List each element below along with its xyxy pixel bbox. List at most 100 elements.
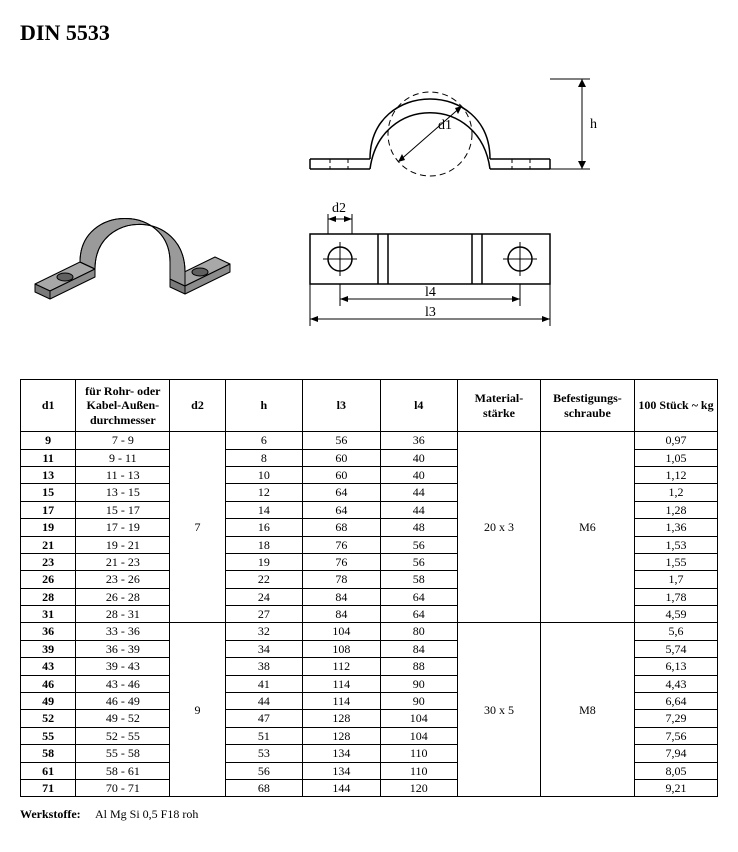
cell-h: 14	[225, 501, 302, 518]
cell-l3: 76	[303, 553, 380, 570]
spec-table: d1 für Rohr- oder Kabel-Außen-durchmesse…	[20, 379, 718, 797]
th-d1: d1	[21, 380, 76, 432]
cell-h: 19	[225, 553, 302, 570]
cell-kg: 6,64	[634, 693, 717, 710]
dim-h-label: h	[590, 117, 597, 132]
cell-rohr: 9 - 11	[76, 449, 170, 466]
th-l3: l3	[303, 380, 380, 432]
cell-rohr: 23 - 26	[76, 571, 170, 588]
cell-rohr: 13 - 15	[76, 484, 170, 501]
cell-kg: 1,78	[634, 588, 717, 605]
cell-rohr: 17 - 19	[76, 519, 170, 536]
cell-d2: 9	[170, 623, 225, 797]
cell-d1: 15	[21, 484, 76, 501]
cell-rohr: 43 - 46	[76, 675, 170, 692]
cell-kg: 1,28	[634, 501, 717, 518]
cell-d2: 7	[170, 432, 225, 623]
cell-rohr: 19 - 21	[76, 536, 170, 553]
cell-l3: 114	[303, 693, 380, 710]
cell-rohr: 70 - 71	[76, 779, 170, 796]
cell-l3: 78	[303, 571, 380, 588]
cell-l3: 134	[303, 762, 380, 779]
cell-d1: 21	[21, 536, 76, 553]
cell-l4: 44	[380, 484, 457, 501]
cell-l4: 58	[380, 571, 457, 588]
cell-l3: 114	[303, 675, 380, 692]
cell-kg: 1,55	[634, 553, 717, 570]
cell-kg: 8,05	[634, 762, 717, 779]
cell-rohr: 52 - 55	[76, 727, 170, 744]
th-rohr: für Rohr- oder Kabel-Außen-durchmesser	[76, 380, 170, 432]
cell-h: 68	[225, 779, 302, 796]
cell-rohr: 26 - 28	[76, 588, 170, 605]
cell-h: 8	[225, 449, 302, 466]
cell-kg: 9,21	[634, 779, 717, 796]
cell-l4: 56	[380, 553, 457, 570]
dim-l4-label: l4	[425, 285, 436, 300]
cell-d1: 55	[21, 727, 76, 744]
cell-d1: 28	[21, 588, 76, 605]
cell-l3: 128	[303, 710, 380, 727]
th-h: h	[225, 380, 302, 432]
cell-d1: 11	[21, 449, 76, 466]
cell-h: 38	[225, 658, 302, 675]
cell-rohr: 15 - 17	[76, 501, 170, 518]
cell-l3: 128	[303, 727, 380, 744]
cell-bef: M6	[540, 432, 634, 623]
cell-h: 47	[225, 710, 302, 727]
cell-l4: 88	[380, 658, 457, 675]
cell-l4: 104	[380, 727, 457, 744]
cell-rohr: 28 - 31	[76, 606, 170, 623]
figure-3d	[20, 164, 240, 329]
cell-d1: 49	[21, 693, 76, 710]
table-row: 3633 - 369321048030 x 5M85,6	[21, 623, 718, 640]
cell-l4: 110	[380, 762, 457, 779]
cell-l4: 56	[380, 536, 457, 553]
table-header-row: d1 für Rohr- oder Kabel-Außen-durchmesse…	[21, 380, 718, 432]
cell-rohr: 11 - 13	[76, 466, 170, 483]
cell-l4: 64	[380, 606, 457, 623]
th-mat: Material-stärke	[457, 380, 540, 432]
cell-h: 22	[225, 571, 302, 588]
cell-l4: 120	[380, 779, 457, 796]
cell-d1: 19	[21, 519, 76, 536]
th-l4: l4	[380, 380, 457, 432]
cell-kg: 5,6	[634, 623, 717, 640]
cell-l3: 60	[303, 466, 380, 483]
th-d2: d2	[170, 380, 225, 432]
cell-bef: M8	[540, 623, 634, 797]
cell-l4: 40	[380, 466, 457, 483]
cell-l3: 84	[303, 588, 380, 605]
cell-d1: 13	[21, 466, 76, 483]
cell-l3: 134	[303, 745, 380, 762]
cell-kg: 1,53	[634, 536, 717, 553]
dim-d1-label: d1	[438, 118, 452, 133]
cell-h: 56	[225, 762, 302, 779]
cell-rohr: 55 - 58	[76, 745, 170, 762]
cell-rohr: 21 - 23	[76, 553, 170, 570]
werkstoffe-value: Al Mg Si 0,5 F18 roh	[95, 807, 198, 821]
cell-kg: 1,36	[634, 519, 717, 536]
cell-d1: 58	[21, 745, 76, 762]
cell-l3: 68	[303, 519, 380, 536]
cell-d1: 39	[21, 640, 76, 657]
cell-l3: 64	[303, 484, 380, 501]
cell-l4: 40	[380, 449, 457, 466]
cell-h: 6	[225, 432, 302, 449]
figure-technical: d1 h	[270, 54, 718, 359]
cell-h: 44	[225, 693, 302, 710]
cell-rohr: 46 - 49	[76, 693, 170, 710]
th-kg: 100 Stück ~ kg	[634, 380, 717, 432]
cell-rohr: 58 - 61	[76, 762, 170, 779]
cell-kg: 7,29	[634, 710, 717, 727]
cell-kg: 4,59	[634, 606, 717, 623]
cell-l4: 36	[380, 432, 457, 449]
cell-h: 27	[225, 606, 302, 623]
dim-l3-label: l3	[425, 305, 436, 320]
cell-kg: 4,43	[634, 675, 717, 692]
cell-kg: 1,2	[634, 484, 717, 501]
cell-l4: 90	[380, 675, 457, 692]
cell-kg: 6,13	[634, 658, 717, 675]
cell-h: 34	[225, 640, 302, 657]
cell-h: 10	[225, 466, 302, 483]
